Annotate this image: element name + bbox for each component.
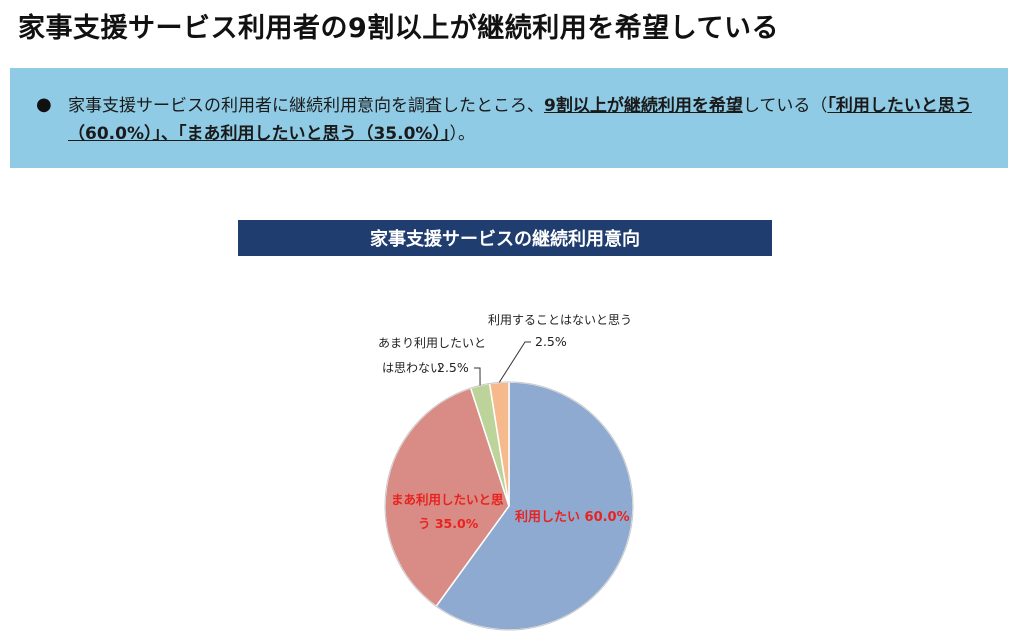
bullet-icon: ● (36, 94, 52, 115)
chart-title: 家事支援サービスの継続利用意向 (238, 220, 772, 256)
summary-part: している（ (742, 96, 828, 116)
summary-box: ● 家事支援サービスの利用者に継続利用意向を調査したところ、9割以上が継続利用を… (10, 68, 1008, 168)
data-label-never-name: 利用することはないと思う (488, 313, 632, 327)
data-label-want-to-use: 利用したい 60.0% (515, 509, 630, 525)
data-label-somewhat-want-line2: う 35.0% (418, 516, 479, 531)
data-label-not-really-line1: あまり利用したいと (378, 336, 486, 350)
data-label-not-really-value: 2.5% (437, 360, 469, 375)
data-label-never-value: 2.5% (535, 334, 567, 349)
data-label-somewhat-want-line1: まあ利用したいと思 (391, 492, 504, 507)
leader-line-never (498, 341, 531, 383)
pie-outline (384, 381, 634, 631)
data-label-not-really-line2: は思わない (382, 361, 442, 375)
leader-line-not-really (474, 367, 481, 386)
summary-part: ）。 (449, 124, 475, 144)
summary-emphasis: 「利用したいと思う（60.0%）」、「まあ利用したいと思う（35.0%）」 (68, 96, 972, 144)
summary-part: 家事支援サービスの利用者に継続利用意向を調査したところ、 (68, 96, 544, 116)
page-title: 家事支援サービス利用者の9割以上が継続利用を希望している (18, 13, 779, 44)
summary-text: 家事支援サービスの利用者に継続利用意向を調査したところ、9割以上が継続利用を希望… (68, 92, 986, 148)
summary-emphasis: 9割以上が継続利用を希望 (544, 96, 743, 116)
